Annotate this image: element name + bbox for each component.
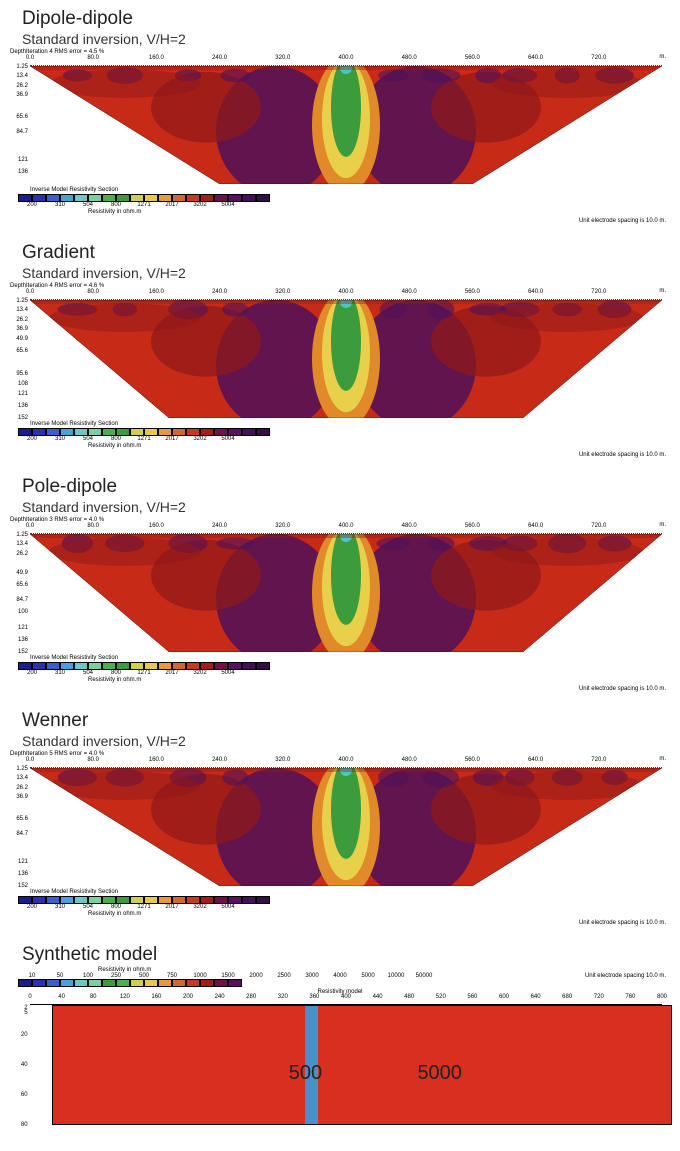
panel-dipoledipole: Dipole-dipoleStandard inversion, V/H=2De… [8,8,672,224]
syn-y-axis: 2520406080 [8,1005,30,1125]
panel-synthetic: Synthetic modelResistivity in ohm.m10501… [8,944,672,1125]
legend: Inverse Model Resistivity Section2003105… [8,889,672,917]
legend-title: Inverse Model Resistivity Section [30,655,672,661]
footer-note: Unit electrode spacing is 10.0 m. [8,920,672,926]
footer-note: Unit electrode spacing is 10.0 m. [8,452,672,458]
panel-gradient: GradientStandard inversion, V/H=2DepthIt… [8,242,672,458]
panel-title: Wenner [22,710,672,732]
syn-label: 5000 [417,1062,462,1085]
legend: Inverse Model Resistivity Section2003105… [8,187,672,215]
legend: Inverse Model Resistivity Section2003105… [8,655,672,683]
x-axis: 0.080.0160.0240.0320.0400.0480.0560.0640… [30,290,662,300]
legend-title: Inverse Model Resistivity Section [30,889,672,895]
x-axis: 0.080.0160.0240.0320.0400.0480.0560.0640… [30,56,662,66]
legend-title: Inverse Model Resistivity Section [30,421,672,427]
syn-label: 500 [289,1062,322,1085]
syn-x-axis: 0408012016020024028032036040044048052056… [30,995,662,1005]
panel-subtitle: Standard inversion, V/H=2 [22,499,672,515]
panel-title: Dipole-dipole [22,8,672,30]
y-axis: 1.2513.426.236.949.965.695.6108121136152 [8,300,30,418]
panel-subtitle: Standard inversion, V/H=2 [22,733,672,749]
y-axis: 1.2513.426.236.965.684.7121136152 [8,768,30,886]
x-axis: 0.080.0160.0240.0320.0400.0480.0560.0640… [30,758,662,768]
panel-title: Pole-dipole [22,476,672,498]
y-axis: 1.2513.426.249.965.684.7100121136152 [8,534,30,652]
panel-wenner: WennerStandard inversion, V/H=2DepthIter… [8,710,672,926]
panel-poledipole: Pole-dipoleStandard inversion, V/H=2Dept… [8,476,672,692]
synthetic-block: 500 5000 [52,1005,672,1125]
panel-subtitle: Standard inversion, V/H=2 [22,31,672,47]
panel-subtitle: Standard inversion, V/H=2 [22,265,672,281]
y-axis: 1.2513.426.236.965.684.7121136 [8,66,30,184]
footer-note: Unit electrode spacing is 10.0 m. [8,218,672,224]
legend: Inverse Model Resistivity Section2003105… [8,421,672,449]
panel-title: Gradient [22,242,672,264]
footer-note: Unit electrode spacing is 10.0 m. [8,686,672,692]
panel-title: Synthetic model [22,944,672,966]
legend-title: Inverse Model Resistivity Section [30,187,672,193]
x-axis: 0.080.0160.0240.0320.0400.0480.0560.0640… [30,524,662,534]
